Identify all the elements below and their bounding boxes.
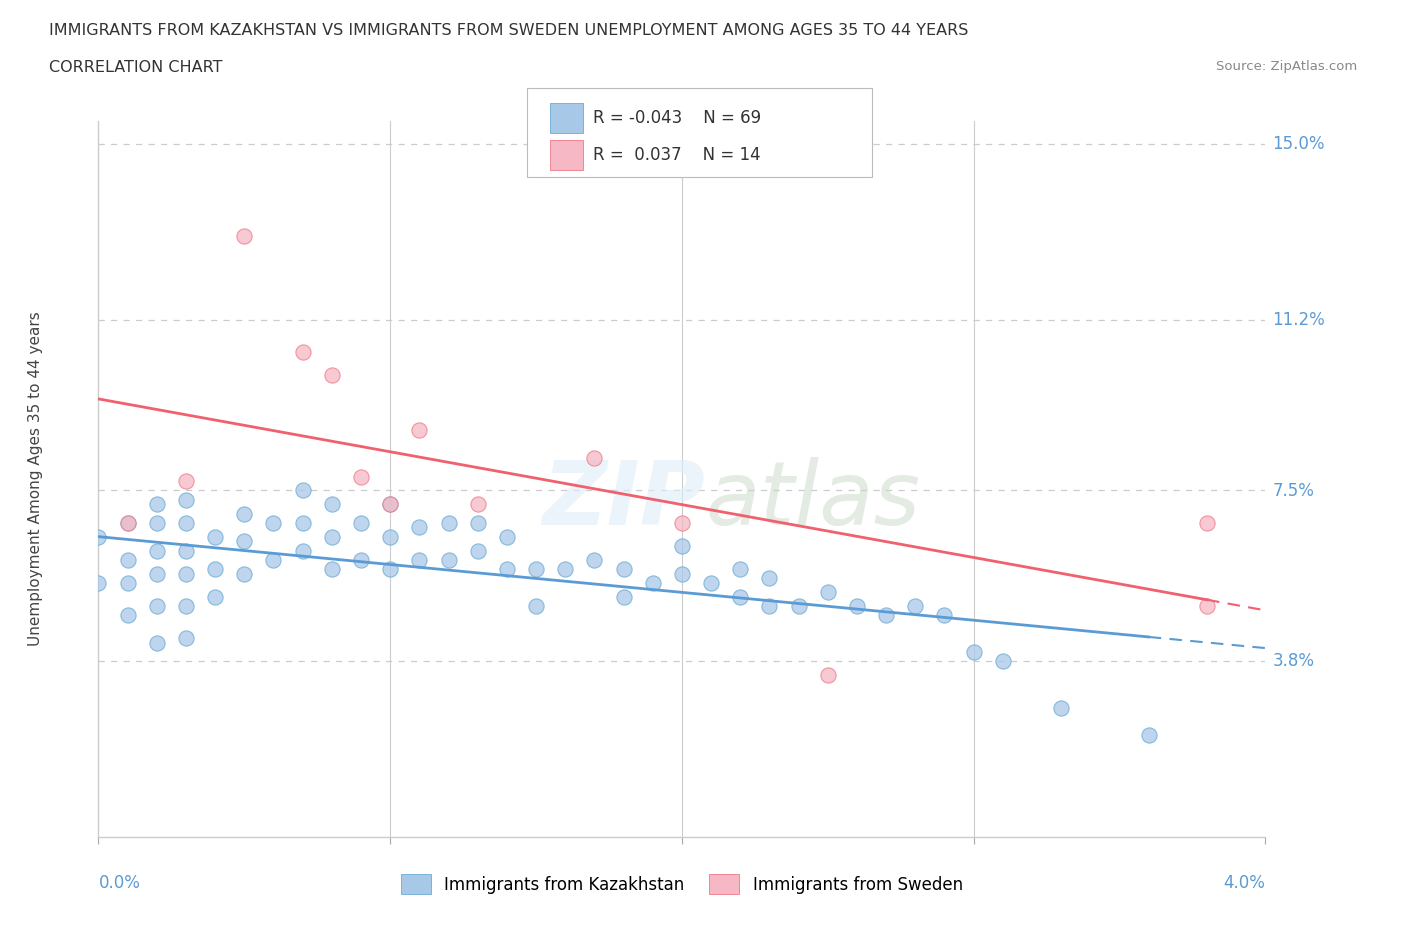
Point bbox=[671, 515, 693, 530]
Point bbox=[612, 590, 634, 604]
Point bbox=[1137, 728, 1160, 743]
Point bbox=[146, 566, 169, 581]
Point bbox=[174, 566, 197, 581]
Text: ZIP: ZIP bbox=[543, 457, 706, 544]
Text: 4.0%: 4.0% bbox=[1223, 874, 1265, 892]
Point bbox=[117, 515, 139, 530]
Point bbox=[146, 515, 169, 530]
Text: CORRELATION CHART: CORRELATION CHART bbox=[49, 60, 222, 75]
Point bbox=[845, 599, 868, 614]
Point bbox=[758, 599, 780, 614]
Point bbox=[671, 566, 693, 581]
Point bbox=[262, 552, 284, 567]
Point bbox=[174, 599, 197, 614]
Point bbox=[146, 543, 169, 558]
Text: R = -0.043    N = 69: R = -0.043 N = 69 bbox=[593, 110, 762, 127]
Point bbox=[583, 552, 606, 567]
Point bbox=[962, 644, 984, 659]
Point bbox=[437, 552, 460, 567]
Point bbox=[437, 515, 460, 530]
Point bbox=[671, 538, 693, 553]
Point bbox=[262, 515, 284, 530]
Point bbox=[408, 520, 430, 535]
Point bbox=[496, 562, 519, 577]
Point bbox=[117, 576, 139, 591]
Point bbox=[934, 608, 956, 623]
Text: 7.5%: 7.5% bbox=[1272, 482, 1315, 499]
Text: 15.0%: 15.0% bbox=[1272, 135, 1324, 153]
Point bbox=[146, 497, 169, 512]
Point bbox=[1197, 515, 1219, 530]
Point bbox=[233, 229, 256, 244]
Text: atlas: atlas bbox=[706, 458, 920, 543]
Point bbox=[321, 529, 343, 544]
Point bbox=[233, 506, 256, 521]
Point bbox=[758, 571, 780, 586]
Point bbox=[291, 483, 314, 498]
Point bbox=[204, 590, 226, 604]
Point bbox=[321, 367, 343, 382]
Point bbox=[146, 635, 169, 650]
Point bbox=[524, 562, 547, 577]
Point bbox=[787, 599, 810, 614]
Point bbox=[146, 599, 169, 614]
Point bbox=[204, 562, 226, 577]
Point bbox=[875, 608, 897, 623]
Point bbox=[350, 515, 373, 530]
Point bbox=[350, 552, 373, 567]
Point bbox=[730, 590, 752, 604]
Point bbox=[291, 515, 314, 530]
Point bbox=[291, 344, 314, 359]
Point bbox=[174, 515, 197, 530]
Point bbox=[817, 668, 839, 683]
Point bbox=[380, 562, 402, 577]
Point bbox=[321, 562, 343, 577]
Point bbox=[991, 654, 1014, 669]
Point bbox=[117, 515, 139, 530]
Text: 0.0%: 0.0% bbox=[98, 874, 141, 892]
Point bbox=[817, 585, 839, 600]
Point bbox=[641, 576, 664, 591]
Point bbox=[117, 552, 139, 567]
Point bbox=[117, 608, 139, 623]
Legend: Immigrants from Kazakhstan, Immigrants from Sweden: Immigrants from Kazakhstan, Immigrants f… bbox=[394, 868, 970, 900]
Point bbox=[380, 497, 402, 512]
Point bbox=[174, 631, 197, 645]
Point bbox=[408, 552, 430, 567]
Point bbox=[730, 562, 752, 577]
Point bbox=[380, 497, 402, 512]
Point bbox=[174, 492, 197, 507]
Point bbox=[1197, 599, 1219, 614]
Point bbox=[554, 562, 576, 577]
Point bbox=[612, 562, 634, 577]
Text: Source: ZipAtlas.com: Source: ZipAtlas.com bbox=[1216, 60, 1357, 73]
Point bbox=[233, 566, 256, 581]
Point bbox=[700, 576, 723, 591]
Point bbox=[291, 543, 314, 558]
Point bbox=[380, 529, 402, 544]
Point bbox=[467, 515, 489, 530]
Point bbox=[233, 534, 256, 549]
Point bbox=[174, 543, 197, 558]
Point bbox=[204, 529, 226, 544]
Text: 11.2%: 11.2% bbox=[1272, 311, 1326, 328]
Point bbox=[321, 497, 343, 512]
Point bbox=[496, 529, 519, 544]
Point bbox=[87, 576, 110, 591]
Point bbox=[467, 497, 489, 512]
Point bbox=[87, 529, 110, 544]
Point bbox=[524, 599, 547, 614]
Point bbox=[408, 423, 430, 438]
Point bbox=[467, 543, 489, 558]
Point bbox=[350, 470, 373, 485]
Text: 3.8%: 3.8% bbox=[1272, 653, 1315, 671]
Text: R =  0.037    N = 14: R = 0.037 N = 14 bbox=[593, 146, 761, 164]
Point bbox=[174, 473, 197, 488]
Text: Unemployment Among Ages 35 to 44 years: Unemployment Among Ages 35 to 44 years bbox=[28, 312, 42, 646]
Point bbox=[583, 451, 606, 466]
Point bbox=[904, 599, 927, 614]
Text: IMMIGRANTS FROM KAZAKHSTAN VS IMMIGRANTS FROM SWEDEN UNEMPLOYMENT AMONG AGES 35 : IMMIGRANTS FROM KAZAKHSTAN VS IMMIGRANTS… bbox=[49, 23, 969, 38]
Point bbox=[1050, 700, 1073, 715]
